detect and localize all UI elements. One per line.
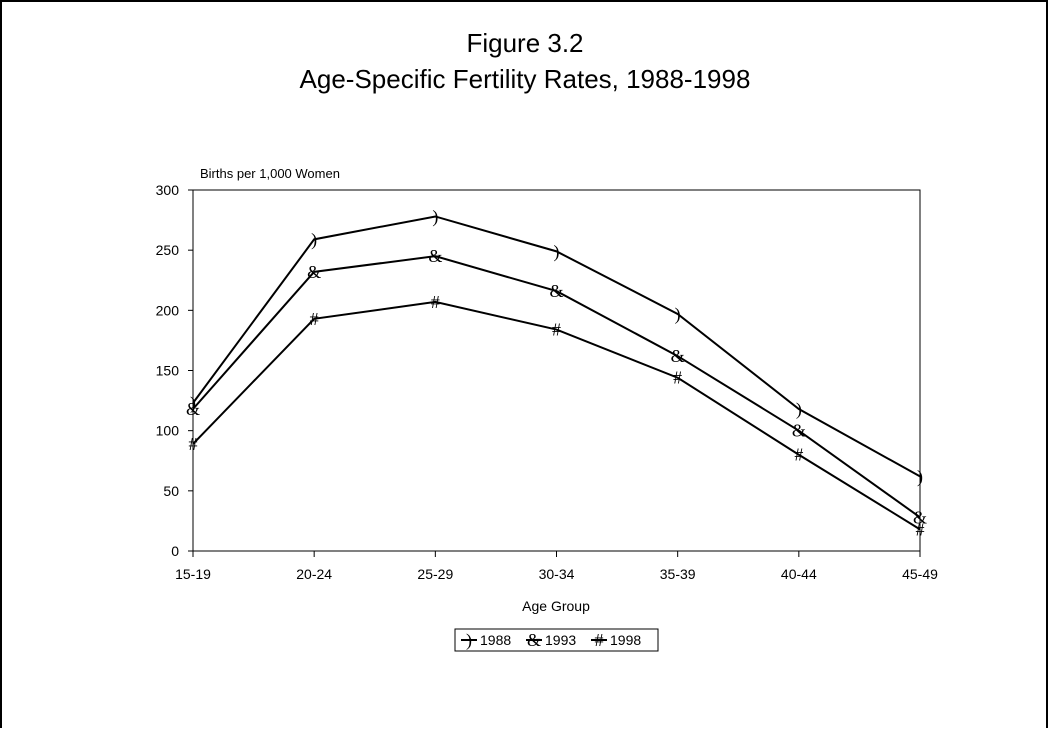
legend-entry-1998: 1998	[610, 632, 641, 648]
data-point-1988: )	[917, 466, 923, 487]
y-tick-label: 50	[163, 483, 179, 499]
legend-marker-1993: &	[527, 630, 541, 650]
data-point-1998: #	[794, 445, 803, 465]
legend-entry-1993: 1993	[545, 632, 576, 648]
legend-marker-1998: #	[595, 630, 604, 650]
data-point-1988: )	[432, 206, 438, 227]
y-axis-label: Births per 1,000 Women	[200, 166, 340, 181]
data-point-1998: #	[552, 320, 561, 340]
legend: ) 1988 & 1993 #1998	[454, 628, 659, 652]
series-line-1993	[192, 255, 921, 519]
data-point-1993: &	[549, 281, 563, 301]
data-point-1993: &	[428, 246, 442, 266]
legend-box	[454, 628, 659, 652]
y-tick-label: 200	[156, 302, 180, 318]
x-axis-label: Age Group	[522, 598, 590, 614]
figure-label: Figure 3.2	[466, 28, 584, 58]
x-tick-label: 40-44	[781, 566, 817, 582]
y-tick-label: 100	[156, 423, 180, 439]
data-point-1993: &	[186, 399, 200, 419]
x-tick-label: 35-39	[660, 566, 696, 582]
y-tick-label: 0	[171, 543, 179, 559]
series-line-1998	[192, 300, 921, 531]
data-point-1988: )	[675, 304, 681, 325]
x-tick-label: 15-19	[175, 566, 211, 582]
data-point-1993: &	[671, 346, 685, 366]
data-point-1993: &	[913, 507, 927, 527]
data-point-1998: #	[431, 292, 440, 312]
y-tick-label: 300	[156, 182, 180, 198]
series-line-1988	[192, 215, 921, 478]
x-tick-label: 30-34	[539, 566, 575, 582]
y-tick-label: 250	[156, 242, 180, 258]
data-point-1988: )	[311, 229, 317, 250]
y-axis: 0 50 100 150 200 250 300	[156, 182, 193, 559]
data-point-1988: )	[796, 399, 802, 420]
x-tick-label: 20-24	[296, 566, 332, 582]
data-point-1988: )	[190, 393, 196, 414]
data-point-1993: &	[307, 262, 321, 282]
series-group: )))))))&&&&&&&#######	[186, 206, 927, 539]
x-tick-label: 25-29	[417, 566, 453, 582]
x-axis: 15-19 20-24 25-29 30-34 35-39 40-44 45-49	[175, 551, 938, 582]
x-tick-label: 45-49	[902, 566, 938, 582]
data-point-1988: )	[554, 241, 560, 262]
legend-marker-1988: )	[466, 630, 472, 651]
data-point-1998: #	[310, 309, 319, 329]
y-tick-label: 150	[156, 363, 180, 379]
data-point-1998: #	[673, 368, 682, 388]
data-point-1998: #	[189, 434, 198, 454]
data-point-1998: #	[916, 519, 925, 539]
data-point-1993: &	[792, 421, 806, 441]
legend-entry-1988: 1988	[480, 632, 511, 648]
chart-title: Age-Specific Fertility Rates, 1988-1998	[299, 64, 751, 94]
